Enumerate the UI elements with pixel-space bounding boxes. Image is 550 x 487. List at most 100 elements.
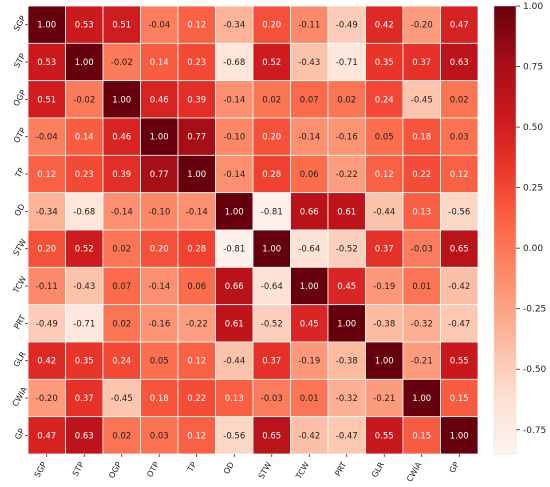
cell-value-label: 0.53 xyxy=(37,58,56,68)
cell-value-label: 0.18 xyxy=(412,133,431,143)
x-axis: SGP STP OGP OTP TP OD STW TCW PRT GLR CWIA GP xyxy=(33,454,461,483)
cell-value-label: 0.12 xyxy=(187,21,206,31)
cell-value-label: -0.11 xyxy=(36,282,58,292)
heatmap-cell xyxy=(65,154,104,194)
cell-value-label: 0.23 xyxy=(187,58,206,68)
cell-value-label: -0.47 xyxy=(336,431,358,441)
heatmap-cell xyxy=(402,229,441,268)
heatmap-cell xyxy=(252,42,291,82)
heatmap-cell xyxy=(252,154,291,194)
heatmap-cell xyxy=(27,192,66,231)
cell-value-label: 0.39 xyxy=(187,95,206,105)
colorbar-gradient xyxy=(493,5,517,455)
cell-value-label: 0.42 xyxy=(375,21,394,31)
cell-value-label: 0.37 xyxy=(375,245,394,255)
heatmap-cell xyxy=(65,341,104,380)
heatmap-cell xyxy=(365,192,404,231)
cell-value-label: 0.01 xyxy=(412,282,431,292)
heatmap-cell xyxy=(365,42,404,82)
cell-value-label: 0.53 xyxy=(75,21,94,31)
cell-value-label: 0.07 xyxy=(112,282,131,292)
heatmap-cell xyxy=(440,341,479,380)
heatmap-cell xyxy=(177,229,216,268)
heatmap-cell xyxy=(327,42,366,82)
heatmap-cell xyxy=(252,304,291,343)
cell-value-label: 0.02 xyxy=(262,95,281,105)
cell-value-label: 0.18 xyxy=(150,394,169,404)
y-tick-label: OTP xyxy=(12,126,28,145)
cell-value-label: -0.20 xyxy=(411,21,433,31)
cell-value-label: 1.00 xyxy=(112,95,131,105)
cell-value-label: -0.64 xyxy=(261,282,283,292)
cell-value-label: 0.20 xyxy=(150,245,169,255)
cell-value-label: 0.65 xyxy=(262,431,281,441)
cell-value-label: -0.32 xyxy=(411,319,433,329)
cell-value-label: -0.52 xyxy=(261,319,283,329)
heatmap-cell xyxy=(327,378,366,418)
x-tick-label: OTP xyxy=(145,460,161,479)
heatmap-cell xyxy=(252,378,291,418)
heatmap-cell xyxy=(215,378,254,418)
cell-value-label: 0.61 xyxy=(337,207,356,217)
cell-value-label: -0.04 xyxy=(148,21,170,31)
heatmap-cell xyxy=(140,304,179,343)
heatmap-cell xyxy=(290,341,329,380)
heatmap-cell xyxy=(290,304,329,343)
heatmap-cell xyxy=(327,304,366,343)
x-tick-label: CWIA xyxy=(405,460,424,483)
x-tick-label: GP xyxy=(448,460,461,474)
cell-value-label: 0.12 xyxy=(37,170,56,180)
heatmap-cell xyxy=(177,42,216,82)
cell-value-label: -0.42 xyxy=(448,282,470,292)
heatmap-cell xyxy=(27,378,66,418)
cell-value-label: -0.47 xyxy=(448,319,470,329)
heatmap-cell xyxy=(215,229,254,268)
colorbar-ticks: 1.00 0.75 0.50 0.25 0.00 -0.25 -0.50 -0.75 xyxy=(516,2,547,436)
colorbar-tick-label: -0.50 xyxy=(523,365,547,375)
cell-value-label: -0.32 xyxy=(336,394,358,404)
cell-value-label: 0.52 xyxy=(262,58,281,68)
cell-value-label: 0.12 xyxy=(187,357,206,367)
cell-value-label: -0.22 xyxy=(336,170,358,180)
heatmap-cell xyxy=(365,341,404,380)
heatmap-cell xyxy=(140,378,179,418)
heatmap-cell xyxy=(252,416,291,455)
cell-value-label: -0.14 xyxy=(186,207,208,217)
cell-value-label: 1.00 xyxy=(450,431,469,441)
cell-value-label: 0.66 xyxy=(300,207,319,217)
y-tick-label: STW xyxy=(11,237,28,257)
cell-value-label: 1.00 xyxy=(375,357,394,367)
cell-value-label: 0.39 xyxy=(112,170,131,180)
heatmap-cell xyxy=(102,266,141,306)
colorbar: 1.00 0.75 0.50 0.25 0.00 -0.25 -0.50 -0.75 xyxy=(493,2,547,455)
heatmap-cell xyxy=(27,266,66,306)
cell-value-label: 0.47 xyxy=(450,21,469,31)
heatmap-cell xyxy=(402,416,441,455)
cell-value-label: -0.49 xyxy=(36,319,58,329)
heatmap-cell xyxy=(402,266,441,306)
y-tick-label: OGP xyxy=(12,88,29,108)
cell-value-label: -0.02 xyxy=(111,58,133,68)
x-tick-label: OD xyxy=(222,461,236,476)
heatmap-cell xyxy=(290,5,329,44)
heatmap-cell xyxy=(440,304,479,343)
heatmap-cell xyxy=(402,304,441,343)
cell-value-label: 0.15 xyxy=(412,431,431,441)
cell-value-label: -0.21 xyxy=(373,394,395,404)
heatmap-cell xyxy=(252,117,291,156)
cell-value-label: 0.37 xyxy=(412,58,431,68)
cell-value-label: -0.02 xyxy=(73,95,95,105)
cell-value-label: -0.14 xyxy=(148,282,170,292)
heatmap-cell xyxy=(402,42,441,82)
cell-value-label: 0.02 xyxy=(112,431,131,441)
heatmap-cell xyxy=(102,416,141,455)
x-tick-label: STW xyxy=(257,460,274,480)
y-tick-label: STP xyxy=(12,52,27,69)
cell-value-label: 0.46 xyxy=(112,133,131,143)
heatmap-cell xyxy=(140,117,179,156)
heatmap-cell xyxy=(440,192,479,231)
heatmap-cell xyxy=(65,304,104,343)
cell-value-label: 0.06 xyxy=(187,282,206,292)
cell-value-label: 1.00 xyxy=(225,207,244,217)
